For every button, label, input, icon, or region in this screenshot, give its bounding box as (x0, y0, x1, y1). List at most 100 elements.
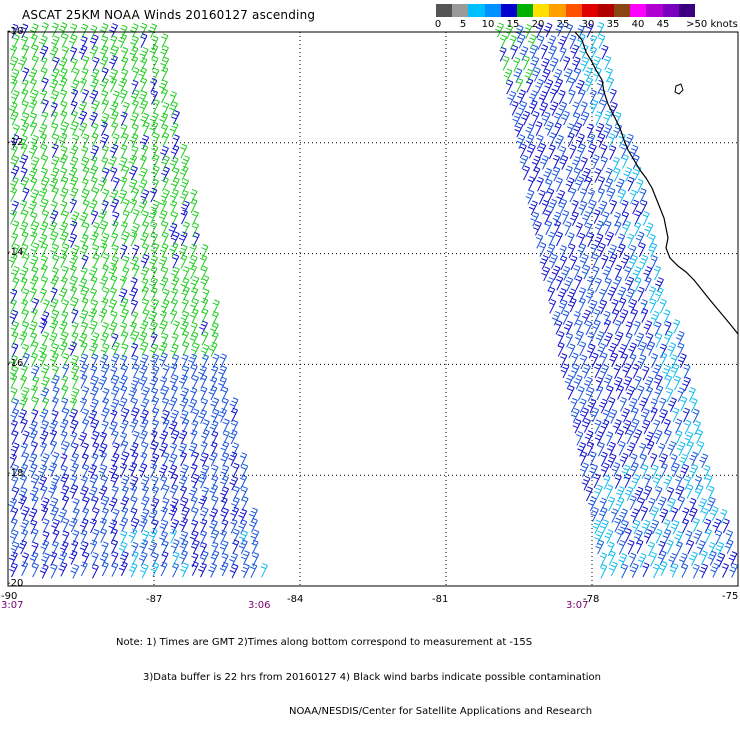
colorbar-label: 40 (631, 19, 645, 30)
wind-barb (161, 176, 169, 192)
colorbar-label: 10 (481, 19, 495, 30)
wind-barb (71, 374, 79, 390)
wind-barb (71, 540, 79, 555)
wind-barb (525, 189, 535, 205)
wind-barb (151, 178, 160, 194)
wind-barb (674, 530, 684, 546)
wind-barb (90, 145, 100, 160)
wind-barb (80, 266, 88, 282)
wind-barb (10, 419, 18, 435)
wind-barb (40, 242, 49, 258)
wind-barb (541, 199, 550, 215)
wind-barb (580, 407, 590, 423)
wind-barb (564, 374, 574, 390)
wind-barb (19, 463, 29, 479)
wind-barb (536, 134, 544, 150)
colorbar-segment (436, 4, 453, 17)
wind-barb (592, 253, 600, 269)
wind-barb (90, 365, 98, 380)
wind-barb (249, 507, 258, 523)
wind-barb (39, 288, 47, 303)
wind-barb (92, 221, 100, 237)
wind-barb (199, 550, 209, 566)
wind-barb (614, 517, 622, 533)
wind-barb (148, 310, 158, 326)
wind-barb (662, 528, 672, 544)
wind-barb (565, 177, 575, 192)
wind-barb (697, 440, 705, 456)
wind-barb (170, 298, 178, 314)
wind-barb (59, 167, 68, 182)
wind-barb (178, 475, 188, 490)
wind-barb (630, 508, 640, 524)
wind-barb (81, 178, 89, 193)
wind-barb (646, 341, 656, 356)
wind-barb (190, 363, 198, 379)
wind-barb (636, 178, 644, 194)
wind-barb (600, 519, 609, 534)
wind-barb (583, 67, 593, 82)
wind-barb (139, 563, 149, 579)
wind-barb (120, 530, 128, 545)
wind-barb (241, 563, 250, 579)
island-outline (674, 83, 684, 95)
wind-barb (69, 254, 79, 270)
wind-barb (593, 308, 601, 324)
wind-barb (220, 496, 228, 512)
wind-barb (20, 364, 28, 380)
wind-barb (603, 474, 611, 490)
wind-barb (29, 89, 39, 105)
wind-barb (151, 35, 159, 51)
wind-barb (39, 564, 49, 579)
wind-barb (644, 276, 652, 292)
wind-barb (132, 363, 140, 379)
wind-barb (70, 211, 80, 226)
wind-barb (580, 354, 588, 370)
wind-barb (631, 519, 641, 535)
wind-barb (128, 154, 138, 170)
wind-barb (655, 332, 663, 348)
wind-barb (512, 112, 522, 128)
wind-barb (20, 529, 29, 544)
wind-barb (198, 562, 207, 578)
wind-barb (548, 45, 558, 60)
wind-barb (614, 220, 622, 236)
wind-barb (111, 244, 119, 260)
wind-barb (19, 154, 29, 169)
wind-barb (88, 199, 98, 214)
wind-barb (551, 310, 561, 326)
wind-barb (585, 386, 595, 402)
wind-barb (88, 486, 98, 501)
wind-barb (129, 418, 139, 434)
wind-barb (110, 110, 119, 126)
lat-label-10: -10 (7, 26, 24, 37)
wind-barb (141, 441, 149, 457)
wind-barb (549, 132, 557, 147)
wind-barb (589, 46, 597, 61)
wind-barb (554, 78, 564, 93)
wind-barb (38, 233, 48, 249)
wind-barb (606, 77, 615, 92)
wind-barb (69, 408, 78, 424)
wind-barb (555, 319, 563, 335)
wind-barb (89, 89, 99, 105)
colorbar-label: >50 knots (686, 19, 738, 30)
wind-barb (150, 497, 160, 513)
wind-barb (209, 420, 219, 436)
wind-barb (121, 56, 129, 72)
wind-barb (68, 550, 78, 565)
wind-barb (240, 463, 249, 479)
wind-barb (595, 122, 605, 138)
wind-barb (70, 121, 79, 136)
wind-barb (608, 253, 618, 268)
wind-barb (139, 155, 147, 170)
wind-barb (90, 99, 100, 115)
wind-barb (507, 90, 517, 106)
wind-barb (130, 484, 138, 500)
wind-barb (38, 319, 48, 334)
wind-barb (616, 385, 625, 400)
wind-barb (111, 430, 119, 445)
wind-barb (41, 77, 49, 93)
wind-barb (609, 199, 618, 215)
wind-barb (626, 288, 635, 303)
